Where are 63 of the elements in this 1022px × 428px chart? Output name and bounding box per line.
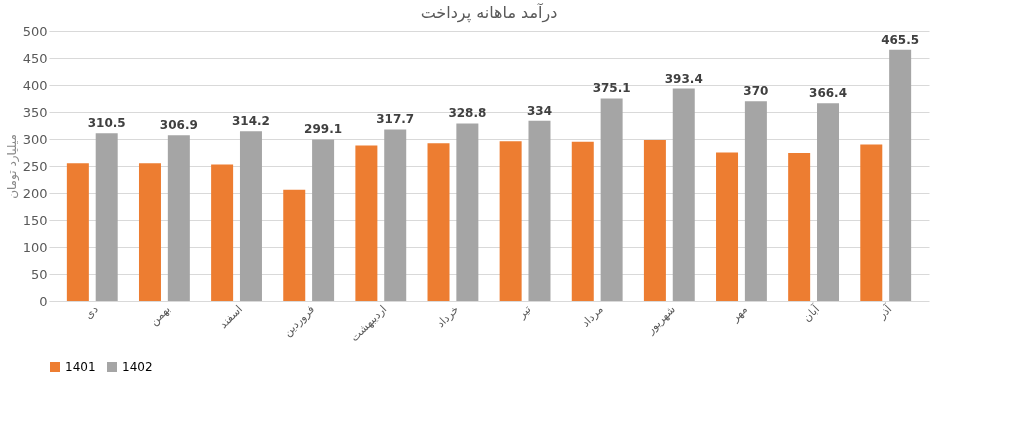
x-tick-label: اردیبهشت [348, 302, 390, 345]
x-tick-label: دی [82, 302, 101, 322]
bar [167, 135, 190, 301]
y-tick-label: 150 [22, 212, 48, 228]
bar [817, 103, 840, 301]
x-tick-label: مرداد [578, 302, 606, 330]
x-tick-label: مهر [727, 302, 751, 325]
y-tick-label: 400 [22, 77, 48, 93]
x-tick-label: خرداد [434, 302, 462, 331]
bar [355, 145, 378, 301]
data-label: 328.8 [448, 106, 487, 121]
bar [860, 144, 883, 301]
y-tick-label: 0 [39, 293, 48, 309]
data-label: 370 [743, 84, 769, 99]
bar [283, 189, 306, 301]
y-tick-label: 200 [22, 185, 48, 201]
bar [66, 163, 89, 301]
x-tick-label: فروردین [280, 302, 318, 340]
data-label: 306.9 [159, 118, 198, 133]
y-tick-label: 50 [30, 266, 48, 282]
legend-label: 1401 [65, 360, 96, 374]
bar [600, 98, 623, 301]
y-tick-label: 350 [22, 104, 48, 120]
y-tick-label: 450 [22, 50, 48, 66]
data-label: 317.7 [376, 112, 415, 127]
chart-title: درآمد ماهانه پرداخت [420, 3, 558, 23]
bar [384, 129, 407, 301]
data-label: 393.4 [664, 71, 703, 86]
x-tick-label: آبان [799, 301, 823, 325]
y-tick-label: 250 [22, 158, 48, 174]
bar [456, 123, 479, 301]
data-label: 375.1 [592, 81, 631, 96]
bar [716, 152, 739, 301]
bar [571, 141, 594, 301]
legend-label: 1402 [122, 360, 153, 374]
data-label: 465.5 [881, 32, 920, 47]
bar [889, 49, 912, 301]
bar [239, 131, 262, 301]
y-axis-title: میلیارد تومان [4, 134, 20, 199]
bar [427, 143, 450, 301]
y-tick-label: 500 [22, 23, 48, 39]
bar [95, 133, 118, 301]
bar [499, 141, 522, 301]
data-label: 299.1 [304, 122, 343, 137]
bar [788, 153, 811, 301]
bar [138, 163, 161, 301]
bar [528, 120, 551, 301]
data-label: 366.4 [809, 86, 847, 101]
x-tick-label: آذر [874, 301, 895, 323]
bar [312, 139, 335, 301]
data-label: 310.5 [87, 116, 126, 131]
data-label: 334 [526, 103, 553, 118]
y-tick-label: 300 [22, 131, 48, 147]
bar [643, 140, 666, 301]
bar [744, 101, 767, 301]
x-tick-label: بهمن [147, 302, 173, 329]
y-tick-label: 100 [22, 239, 48, 255]
bar [672, 88, 695, 301]
data-label: 314.2 [231, 114, 270, 129]
bar [211, 164, 234, 301]
x-tick-label: شهریور [643, 302, 678, 338]
x-tick-label: اسفند [216, 302, 246, 332]
x-tick-label: تیر [514, 302, 534, 322]
